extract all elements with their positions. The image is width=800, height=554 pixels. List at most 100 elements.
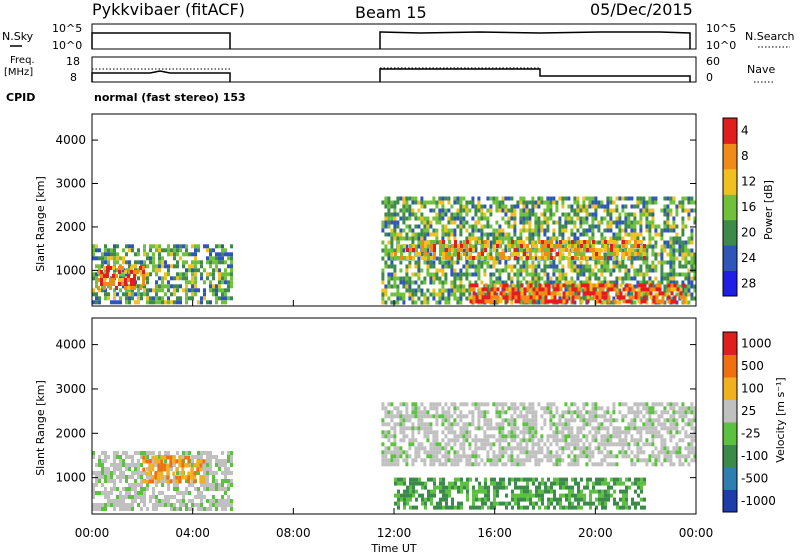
echo-cell [678, 244, 682, 249]
echo-cell [104, 296, 107, 301]
echo-cell [582, 204, 586, 209]
echo-cell [384, 220, 388, 225]
echo-cell [194, 252, 197, 257]
echo-cell [439, 252, 442, 256]
echo-cell [573, 410, 577, 415]
echo-cell [221, 463, 224, 467]
echo-cell [128, 487, 131, 491]
echo-cell [576, 430, 580, 435]
echo-cell [486, 220, 490, 225]
echo-cell [639, 252, 643, 257]
echo-cell [684, 224, 688, 229]
echo-cell [643, 505, 646, 510]
echo-cell [690, 236, 694, 241]
echo-cell [486, 422, 490, 427]
echo-cell [474, 244, 478, 249]
echo-cell [203, 451, 206, 455]
echo-cell [194, 292, 197, 297]
echo-cell [672, 406, 676, 411]
echo-cell [532, 493, 535, 498]
echo-cell [402, 438, 406, 443]
echo-cell [203, 296, 206, 301]
echo-cell [435, 422, 439, 427]
echo-cell [660, 260, 664, 265]
echo-cell [541, 497, 544, 502]
echo-cell [531, 260, 535, 265]
echo-cell [137, 292, 140, 297]
echo-cell [95, 296, 98, 301]
echo-cell [538, 248, 541, 252]
echo-cell [495, 260, 499, 265]
echo-cell [435, 276, 439, 281]
echo-cell [534, 200, 538, 205]
echo-cell [104, 288, 107, 293]
echo-cell [426, 268, 430, 273]
echo-cell [387, 284, 391, 289]
echo-cell [399, 422, 403, 427]
echo-cell [209, 260, 212, 265]
echo-cell [624, 268, 628, 273]
echo-cell [460, 489, 463, 494]
echo-cell [152, 507, 155, 511]
echo-cell [453, 402, 457, 407]
echo-cell [438, 462, 442, 467]
echo-cell [606, 430, 610, 435]
echo-cell [399, 450, 403, 455]
echo-cell [648, 236, 652, 241]
echo-cell [206, 475, 209, 479]
echo-cell [113, 455, 116, 459]
echo-cell [444, 224, 448, 229]
echo-cell [520, 291, 524, 296]
echo-cell [628, 283, 632, 288]
echo-cell [678, 406, 682, 411]
echo-cell [607, 497, 610, 502]
echo-cell [92, 455, 95, 459]
echo-cell [601, 283, 605, 288]
echo-cell [567, 426, 571, 431]
echo-cell [502, 295, 506, 300]
echo-cell [639, 244, 643, 249]
echo-cell [513, 224, 517, 229]
echo-cell [540, 224, 544, 229]
echo-cell [483, 402, 487, 407]
echo-cell [589, 291, 593, 296]
echo-cell [529, 493, 532, 498]
echo-cell [454, 481, 457, 486]
echo-cell [453, 268, 457, 273]
echo-cell [411, 300, 415, 305]
echo-cell [411, 212, 415, 217]
echo-cell [600, 260, 604, 265]
echo-cell [550, 295, 554, 300]
echo-cell [408, 196, 412, 201]
echo-cell [158, 252, 161, 257]
echo-cell [501, 406, 505, 411]
echo-cell [678, 414, 682, 419]
echo-cell [532, 256, 535, 260]
echo-cell [185, 451, 188, 455]
freq-unit: [MHz] [4, 67, 33, 78]
echo-cell [594, 240, 598, 245]
echo-cell [598, 295, 602, 300]
echo-cell [540, 414, 544, 419]
echo-cell [489, 272, 493, 277]
echo-cell [414, 196, 418, 201]
echo-cell [161, 256, 164, 261]
echo-cell [396, 212, 400, 217]
echo-cell [474, 220, 478, 225]
echo-cell [125, 467, 128, 471]
echo-cell [435, 410, 439, 415]
echo-cell [474, 228, 478, 233]
echo-cell [465, 200, 469, 205]
echo-cell [472, 295, 476, 300]
echo-cell [618, 288, 622, 293]
echo-cell [582, 450, 586, 455]
echo-cell [669, 212, 673, 217]
echo-cell [212, 276, 215, 281]
echo-cell [484, 489, 487, 494]
echo-cell [209, 503, 212, 507]
echo-cell [212, 272, 215, 277]
echo-cell [442, 493, 445, 498]
echo-cell [134, 300, 137, 305]
echo-cell [164, 284, 167, 289]
echo-cell [627, 426, 631, 431]
